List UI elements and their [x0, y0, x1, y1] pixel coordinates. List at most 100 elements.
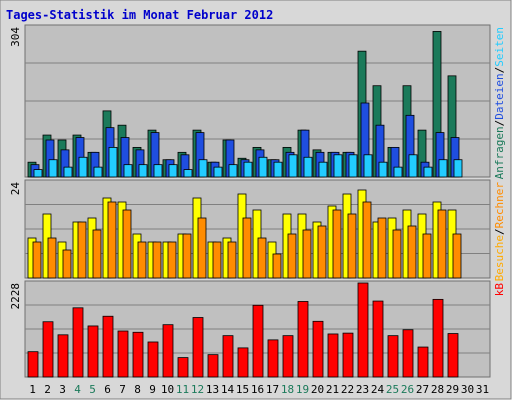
bar-rechner-day-22	[347, 213, 357, 279]
y-max-label: 304	[9, 27, 22, 47]
bar-kb-day-8	[132, 331, 144, 378]
bar-seiten-day-22	[348, 154, 358, 178]
bar-kb-day-24	[372, 300, 384, 378]
bar-seiten-day-12	[198, 159, 208, 178]
bar-kb-day-10	[162, 324, 174, 378]
x-label-day-30: 30	[461, 383, 474, 396]
x-label-day-6: 6	[104, 383, 111, 396]
x-label-day-13: 13	[206, 383, 219, 396]
bar-rechner-day-26	[407, 225, 417, 279]
bar-seiten-day-7	[123, 164, 133, 178]
legend-entry: Dateien	[493, 73, 506, 119]
legend-entry: Rechner	[493, 182, 506, 229]
legend-entry: /	[493, 120, 506, 127]
bar-kb-day-13	[207, 354, 219, 378]
bar-kb-day-11	[177, 357, 189, 378]
bar-rechner-day-7	[122, 209, 132, 279]
x-label-day-9: 9	[149, 383, 156, 396]
legend-entry: Besuche	[493, 235, 506, 281]
bar-kb-day-27	[417, 346, 429, 378]
bar-kb-day-20	[312, 320, 324, 378]
x-label-day-24: 24	[371, 383, 385, 396]
bar-rechner-day-25	[392, 229, 402, 279]
bar-rechner-day-1	[32, 241, 42, 279]
x-label-day-28: 28	[431, 383, 444, 396]
bar-seiten-day-23	[363, 154, 373, 178]
bar-rechner-day-4	[77, 221, 87, 279]
bar-kb-day-17	[267, 339, 279, 378]
x-label-day-12: 12	[191, 383, 204, 396]
bar-seiten-day-8	[138, 164, 148, 178]
bar-kb-day-26	[402, 329, 414, 378]
x-label-day-25: 25	[386, 383, 399, 396]
bar-rechner-day-29	[452, 233, 462, 279]
bar-kb-day-9	[147, 341, 159, 378]
x-label-day-31: 31	[476, 383, 489, 396]
x-label-day-27: 27	[416, 383, 429, 396]
x-label-day-19: 19	[296, 383, 309, 396]
y-max-label: 24	[9, 182, 22, 196]
bar-seiten-day-6	[108, 146, 118, 178]
bar-rechner-day-9	[152, 241, 162, 279]
bar-kb-day-12	[192, 317, 204, 378]
bar-kb-day-18	[282, 335, 294, 378]
bar-rechner-day-24	[377, 217, 387, 279]
x-axis-labels: 1 2 3 4 5 6 7 8 9 10 11 12 13 14 15 16 17 18 19 20 21 22 23 24 2…	[29, 383, 489, 396]
legend-middle: Besuche/Rechner	[493, 182, 506, 282]
legend-entry: kB	[493, 283, 506, 297]
bar-seiten-day-16	[258, 156, 268, 178]
x-label-day-26: 26	[401, 383, 414, 396]
bar-kb-day-14	[222, 335, 234, 378]
bar-kb-day-22	[342, 332, 354, 378]
bar-kb-day-19	[297, 301, 309, 378]
bar-kb-day-16	[252, 304, 264, 378]
bar-rechner-day-19	[302, 229, 312, 279]
bar-seiten-day-2	[48, 159, 58, 178]
x-label-day-11: 11	[176, 383, 189, 396]
bar-rechner-day-23	[362, 201, 372, 279]
bar-seiten-day-26	[408, 154, 418, 178]
bar-rechner-day-6	[107, 201, 117, 279]
bar-rechner-day-21	[332, 209, 342, 279]
bar-seiten-day-21	[333, 154, 343, 178]
x-label-day-17: 17	[266, 383, 279, 396]
bar-seiten-day-14	[228, 164, 238, 178]
x-label-day-1: 1	[29, 383, 36, 396]
bar-kb-day-7	[117, 330, 129, 378]
bar-rechner-day-17	[272, 253, 282, 279]
bar-rechner-day-15	[242, 217, 252, 279]
bar-seiten-day-9	[153, 164, 163, 178]
bar-rechner-day-14	[227, 241, 237, 279]
panels-group: 304Anfragen/Dateien/Seiten24Besuche/Rech…	[9, 24, 506, 378]
legend-bottom: kB	[493, 283, 506, 297]
bar-kb-day-4	[72, 307, 84, 378]
x-label-day-5: 5	[89, 383, 96, 396]
bar-seiten-day-20	[318, 161, 328, 178]
bar-seiten-day-10	[168, 164, 178, 178]
bar-seiten-day-18	[288, 154, 298, 178]
bar-rechner-day-11	[182, 233, 192, 279]
x-label-day-2: 2	[44, 383, 51, 396]
bar-rechner-day-10	[167, 241, 177, 279]
bar-kb-day-1	[27, 351, 39, 378]
y-max-label: 2228	[9, 283, 22, 310]
legend-entry: /	[493, 228, 506, 235]
bar-seiten-day-11	[183, 169, 193, 178]
bar-seiten-day-27	[423, 166, 433, 178]
bar-kb-day-21	[327, 333, 339, 378]
bar-seiten-day-5	[93, 166, 103, 178]
x-label-day-20: 20	[311, 383, 324, 396]
bar-kb-day-2	[42, 321, 54, 378]
bar-seiten-day-24	[378, 161, 388, 178]
x-label-day-18: 18	[281, 383, 294, 396]
bar-rechner-day-3	[62, 249, 72, 279]
x-label-day-7: 7	[119, 383, 126, 396]
x-label-day-29: 29	[446, 383, 459, 396]
bar-kb-day-6	[102, 315, 114, 378]
bar-seiten-day-4	[78, 156, 88, 178]
chart-title: Tages-Statistik im Monat Februar 2012	[6, 8, 273, 22]
bar-seiten-day-28	[438, 159, 448, 178]
bar-kb-day-28	[432, 298, 444, 378]
x-label-day-10: 10	[161, 383, 174, 396]
